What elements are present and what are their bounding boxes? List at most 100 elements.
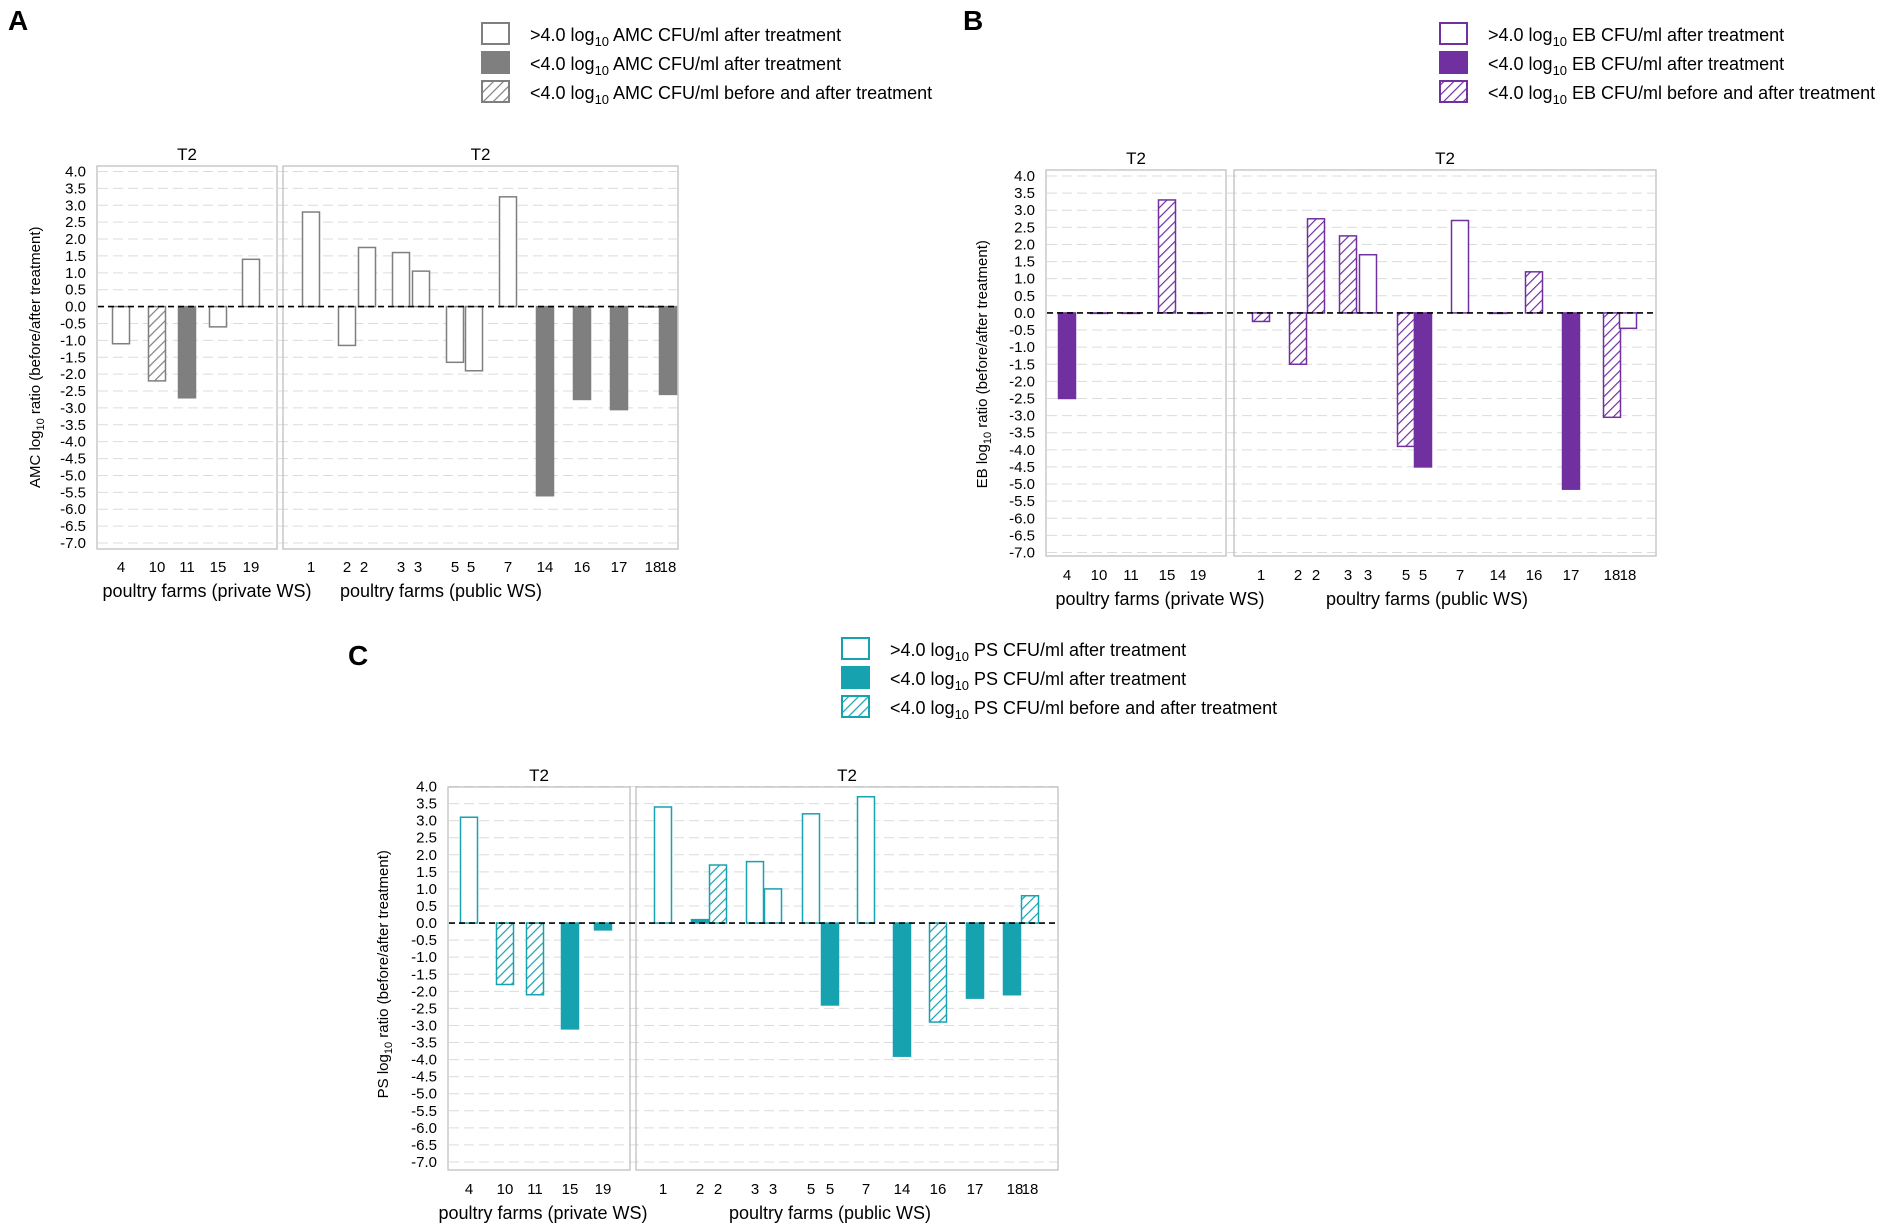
y-tick-label: -3.0 — [60, 400, 86, 417]
x-tick-label: 14 — [537, 559, 554, 576]
bar-5-solid — [820, 922, 840, 1006]
y-tick-label: 3.5 — [416, 796, 437, 813]
bar-3-open — [1358, 253, 1378, 314]
legend-label-solid: <4.0 log10 EB CFU/ml after treatment — [1488, 54, 1784, 78]
y-tick-label: 0.0 — [416, 915, 437, 932]
bar-16-solid — [572, 305, 592, 401]
x-tick-label: 14 — [1490, 567, 1507, 584]
x-tick-label: 11 — [1123, 567, 1139, 584]
x-tick-label: 15 — [1159, 567, 1176, 584]
y-tick-label: -3.5 — [411, 1035, 437, 1052]
legend-label-hatch: <4.0 log10 AMC CFU/ml before and after t… — [530, 83, 932, 107]
y-tick-label: 4.0 — [416, 779, 437, 796]
bar-15-hatch — [1157, 199, 1177, 314]
legend-label-solid: <4.0 log10 AMC CFU/ml after treatment — [530, 54, 841, 78]
y-tick-label: 2.0 — [65, 231, 86, 248]
bar-2-hatch — [708, 864, 728, 924]
bar-17-solid — [1561, 312, 1581, 490]
bar-3-hatch — [1338, 235, 1358, 314]
y-tick-label: -5.0 — [1009, 476, 1035, 493]
subpanel-frame — [282, 165, 679, 550]
x-axis-label: poultry farms (public WS) — [729, 1203, 931, 1223]
bar-14-solid — [892, 922, 912, 1057]
x-axis-label: poultry farms (private WS) — [438, 1203, 647, 1223]
y-axis-label: PS log10 ratio (before/after treatment) — [375, 850, 395, 1098]
y-tick-label: -4.5 — [60, 451, 86, 468]
panel-a: A >4.0 log10 AMC CFU/ml after treatment <4… — [8, 5, 932, 601]
y-tick-label: -1.0 — [411, 949, 437, 966]
bar-2-hatch — [1288, 312, 1308, 365]
bar-5-open — [445, 305, 465, 364]
x-tick-label: 3 — [414, 559, 422, 576]
y-tick-label: -3.5 — [60, 417, 86, 434]
x-tick-label: 10 — [497, 1181, 514, 1198]
bar-15-open — [208, 305, 228, 328]
y-tick-label: -1.0 — [1009, 339, 1035, 356]
bar-11-hatch — [525, 922, 545, 996]
y-tick-label: -2.5 — [1009, 390, 1035, 407]
y-tick-label: -0.5 — [411, 932, 437, 949]
bar-7-open — [498, 196, 518, 308]
y-tick-label: -5.5 — [1009, 493, 1035, 510]
x-tick-label: 16 — [1526, 567, 1543, 584]
x-tick-label: 18 — [660, 559, 677, 576]
x-tick-label: 2 — [343, 559, 351, 576]
y-tick-label: -5.0 — [60, 467, 86, 484]
y-tick-label: -0.5 — [1009, 322, 1035, 339]
x-tick-label: 5 — [807, 1181, 815, 1198]
legend-label-hatch: <4.0 log10 PS CFU/ml before and after tr… — [890, 698, 1277, 722]
legend-swatch-open — [1439, 22, 1468, 45]
y-tick-label: 0.0 — [65, 299, 86, 316]
y-axis-label: EB log10 ratio (before/after treatment) — [974, 240, 994, 488]
y-tick-label: -6.5 — [411, 1137, 437, 1154]
bar-5-open — [801, 813, 821, 924]
panel-label: A — [8, 5, 28, 36]
y-tick-label: 0.5 — [1014, 288, 1035, 305]
bar-17-solid — [609, 305, 629, 411]
panel-label: B — [963, 5, 983, 36]
y-tick-label: -4.5 — [411, 1069, 437, 1086]
x-tick-label: 10 — [149, 559, 166, 576]
y-tick-label: -5.0 — [411, 1086, 437, 1103]
bar-3-open — [391, 251, 411, 308]
x-tick-label: 19 — [1190, 567, 1207, 584]
y-tick-label: -7.0 — [1009, 545, 1035, 562]
x-tick-label: 14 — [894, 1181, 911, 1198]
y-tick-label: 3.0 — [65, 197, 86, 214]
x-tick-label: 18 — [1620, 567, 1637, 584]
y-tick-label: -3.0 — [411, 1017, 437, 1034]
y-tick-label: -2.5 — [411, 1000, 437, 1017]
y-tick-label: 0.5 — [416, 898, 437, 915]
y-tick-label: -5.5 — [60, 484, 86, 501]
bar-1-open — [653, 806, 673, 924]
y-tick-label: 1.0 — [416, 881, 437, 898]
y-axis-label: AMC log10 ratio (before/after treatment) — [27, 226, 47, 488]
bar-19-solid — [593, 922, 613, 931]
legend-swatch-hatch — [1439, 80, 1468, 103]
x-tick-label: 3 — [751, 1181, 759, 1198]
y-tick-label: 3.0 — [1014, 202, 1035, 219]
x-tick-label: 4 — [465, 1181, 473, 1198]
bar-1-open — [301, 211, 321, 308]
bar-3-open — [745, 860, 765, 924]
y-tick-label: 4.0 — [65, 164, 86, 181]
x-tick-label: 15 — [562, 1181, 579, 1198]
bar-18-solid — [1002, 922, 1022, 996]
x-tick-label: 2 — [1294, 567, 1302, 584]
y-tick-label: -2.0 — [1009, 373, 1035, 390]
legend-label-open: >4.0 log10 EB CFU/ml after treatment — [1488, 25, 1784, 49]
y-tick-label: -2.5 — [60, 383, 86, 400]
x-tick-label: 2 — [696, 1181, 704, 1198]
y-tick-label: -4.0 — [411, 1052, 437, 1069]
subpanel-frame — [1045, 169, 1227, 557]
x-tick-label: 11 — [179, 559, 195, 576]
y-tick-label: 2.5 — [65, 214, 86, 231]
y-tick-label: -4.0 — [60, 434, 86, 451]
legend-swatch-open — [481, 22, 510, 45]
subpanel-frame — [1233, 169, 1657, 557]
y-tick-label: 3.5 — [1014, 185, 1035, 202]
bar-4-solid — [1057, 312, 1077, 400]
x-tick-label: 11 — [527, 1181, 543, 1198]
panel-b: B >4.0 log10 EB CFU/ml after treatment <4.… — [963, 5, 1875, 609]
